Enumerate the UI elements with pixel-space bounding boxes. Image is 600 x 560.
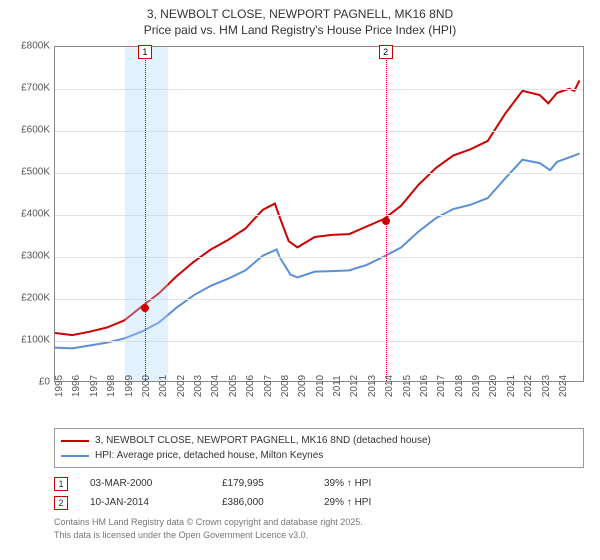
y-tick-label: £300K [10, 251, 50, 262]
chart-title: 3, NEWBOLT CLOSE, NEWPORT PAGNELL, MK16 … [10, 6, 590, 38]
legend-item-property: 3, NEWBOLT CLOSE, NEWPORT PAGNELL, MK16 … [61, 433, 577, 448]
plot-area: 12 [54, 46, 584, 382]
footer: Contains HM Land Registry data © Crown c… [54, 516, 590, 540]
y-tick-label: £800K [10, 41, 50, 52]
sale-marker: 1 [54, 477, 68, 491]
y-tick-label: £100K [10, 335, 50, 346]
y-tick-label: £400K [10, 209, 50, 220]
y-tick-label: £200K [10, 293, 50, 304]
sales-table: 1 03-MAR-2000 £179,995 39% ↑ HPI 2 10-JAN-201… [54, 474, 584, 512]
sale-delta: 39% ↑ HPI [324, 474, 414, 493]
title-line-2: Price paid vs. HM Land Registry's House … [10, 22, 590, 38]
sale-date: 10-JAN-2014 [90, 493, 200, 512]
y-tick-label: £600K [10, 125, 50, 136]
sales-row: 1 03-MAR-2000 £179,995 39% ↑ HPI [54, 474, 584, 493]
sale-point [382, 217, 390, 225]
legend-label-hpi: HPI: Average price, detached house, Milt… [95, 448, 323, 463]
footer-line-1: Contains HM Land Registry data © Crown c… [54, 516, 590, 528]
event-marker: 2 [379, 45, 393, 59]
y-tick-label: £700K [10, 83, 50, 94]
legend-item-hpi: HPI: Average price, detached house, Milt… [61, 448, 577, 463]
event-marker: 1 [138, 45, 152, 59]
y-tick-label: £500K [10, 167, 50, 178]
y-tick-label: £0 [10, 377, 50, 388]
event-line [386, 47, 387, 381]
legend: 3, NEWBOLT CLOSE, NEWPORT PAGNELL, MK16 … [54, 428, 584, 468]
legend-swatch-property [61, 440, 89, 442]
event-line [145, 47, 146, 381]
sale-price: £386,000 [222, 493, 302, 512]
sale-marker: 2 [54, 496, 68, 510]
shade-band [125, 47, 168, 381]
chart: 12 £0£100K£200K£300K£400K£500K£600K£700K… [10, 42, 590, 422]
legend-swatch-hpi [61, 455, 89, 457]
footer-line-2: This data is licensed under the Open Gov… [54, 529, 590, 541]
sale-delta: 29% ↑ HPI [324, 493, 414, 512]
x-tick-label: 2024 [558, 375, 594, 397]
legend-label-property: 3, NEWBOLT CLOSE, NEWPORT PAGNELL, MK16 … [95, 433, 431, 448]
sale-price: £179,995 [222, 474, 302, 493]
sales-row: 2 10-JAN-2014 £386,000 29% ↑ HPI [54, 493, 584, 512]
title-line-1: 3, NEWBOLT CLOSE, NEWPORT PAGNELL, MK16 … [10, 6, 590, 22]
sale-date: 03-MAR-2000 [90, 474, 200, 493]
sale-point [141, 304, 149, 312]
